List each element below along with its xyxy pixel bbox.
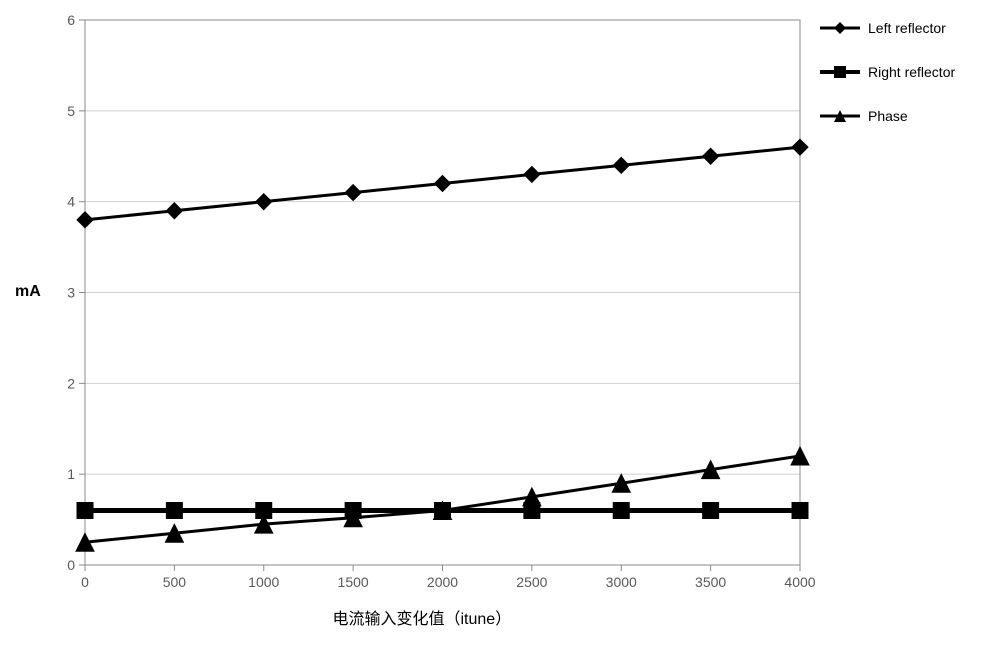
series-marker	[613, 503, 629, 519]
legend-item: Left reflector	[820, 20, 955, 36]
x-tick-label: 3500	[695, 574, 726, 590]
series-marker	[166, 503, 182, 519]
y-tick-label: 6	[67, 12, 75, 28]
legend-label: Right reflector	[868, 64, 955, 80]
legend-swatch	[820, 20, 860, 36]
x-tick-label: 0	[81, 574, 89, 590]
series-marker	[77, 503, 93, 519]
legend-item: Phase	[820, 108, 955, 124]
legend-swatch	[820, 64, 860, 80]
x-tick-label: 4000	[784, 574, 815, 590]
series-marker	[792, 503, 808, 519]
x-axis-label: 电流输入变化值（itune）	[333, 605, 512, 629]
legend-label: Phase	[868, 108, 908, 124]
legend-swatch	[820, 108, 860, 124]
legend-label: Left reflector	[868, 20, 946, 36]
x-tick-label: 3000	[606, 574, 637, 590]
y-tick-label: 0	[67, 557, 75, 573]
x-tick-label: 2000	[427, 574, 458, 590]
y-tick-label: 1	[67, 466, 75, 482]
series-marker	[703, 503, 719, 519]
chart-root: 012345605001000150020002500300035004000 …	[0, 0, 1000, 649]
x-tick-label: 1000	[248, 574, 279, 590]
y-tick-label: 5	[67, 103, 75, 119]
x-tick-label: 1500	[338, 574, 369, 590]
legend-item: Right reflector	[820, 64, 955, 80]
y-tick-label: 4	[67, 194, 75, 210]
y-axis-label: mA	[15, 283, 41, 301]
x-tick-label: 2500	[516, 574, 547, 590]
x-tick-label: 500	[163, 574, 187, 590]
y-tick-label: 3	[67, 285, 75, 301]
legend: Left reflector Right reflector Phase	[820, 20, 955, 152]
y-tick-label: 2	[67, 375, 75, 391]
